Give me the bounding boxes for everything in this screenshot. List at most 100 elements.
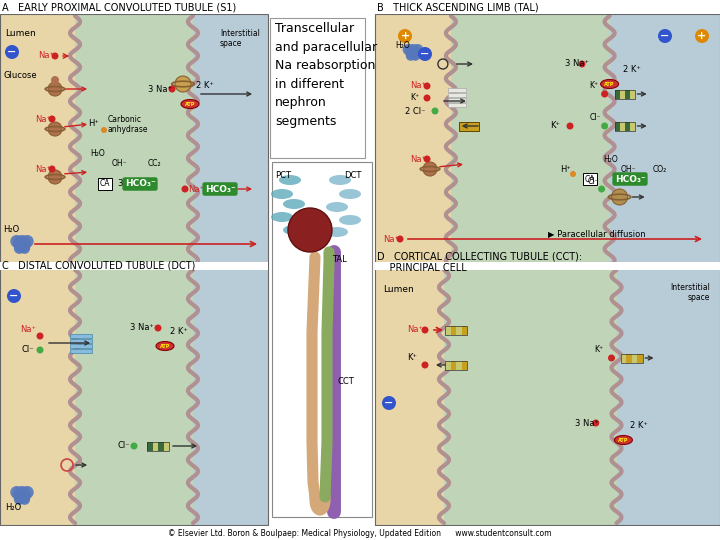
Text: Cl⁻: Cl⁻ [118,442,130,450]
Bar [615,122,634,131]
Text: H⁺: H⁺ [560,165,571,173]
Bar [631,354,637,362]
Text: K⁺: K⁺ [407,354,417,362]
Circle shape [398,29,412,43]
Text: 3 Na⁺: 3 Na⁺ [575,418,599,428]
Circle shape [48,170,62,184]
Circle shape [410,51,420,61]
Bar [375,14,451,268]
Text: H₂O: H₂O [603,154,618,164]
Bar [629,90,634,98]
Text: OH⁻: OH⁻ [112,159,127,168]
Text: H₂O: H₂O [90,150,104,159]
Text: K⁺: K⁺ [410,93,419,103]
Text: ATP: ATP [185,102,195,106]
Bar [375,268,720,525]
Circle shape [570,171,576,177]
Text: Na⁺: Na⁺ [410,82,426,91]
Text: Transcellular
and paracellular
Na reabsorption
in different
nephron
segments: Transcellular and paracellular Na reabso… [275,22,377,127]
Circle shape [611,189,628,205]
Text: HCO₃⁻: HCO₃⁻ [204,185,235,193]
Circle shape [405,44,421,60]
Bar [75,268,193,525]
Circle shape [423,94,431,102]
Bar [621,354,642,362]
Bar [375,14,720,268]
Ellipse shape [326,202,348,212]
Text: Na⁺: Na⁺ [410,154,426,164]
Text: 3: 3 [117,179,122,188]
Bar [375,268,720,525]
Circle shape [10,235,23,248]
Bar [70,339,92,343]
Bar [153,442,158,450]
Ellipse shape [283,225,305,235]
Circle shape [601,91,608,98]
Bar [70,334,92,338]
Bar [620,122,625,131]
Bar [70,349,92,353]
Bar [375,268,444,525]
Text: HCO₃⁻: HCO₃⁻ [615,174,645,184]
Bar [625,90,629,98]
Bar [451,361,456,369]
Text: Na⁺: Na⁺ [407,326,423,334]
Bar [615,90,634,98]
Text: ATP: ATP [160,343,170,348]
Circle shape [19,243,30,254]
Ellipse shape [271,212,293,222]
Text: TAL: TAL [332,255,347,265]
Circle shape [397,235,403,242]
Bar [621,354,626,362]
Bar [620,90,625,98]
Bar [0,14,268,268]
Bar [445,326,467,334]
Text: K⁺: K⁺ [550,122,560,131]
Text: © Elsevier Ltd. Boron & Boulpaep: Medical Physiology, Updated Edition      www.s: © Elsevier Ltd. Boron & Boulpaep: Medica… [168,529,552,537]
Text: PCT: PCT [275,172,291,180]
Circle shape [10,486,23,498]
Text: 3 Na⁺: 3 Na⁺ [148,84,172,93]
Text: HCO₃⁻: HCO₃⁻ [125,179,156,188]
Circle shape [48,116,55,123]
Circle shape [598,186,605,192]
Text: Na⁺: Na⁺ [20,326,36,334]
Bar [163,442,169,450]
Bar [147,442,169,450]
Text: K⁺: K⁺ [595,346,603,354]
Bar [0,14,268,268]
Ellipse shape [339,189,361,199]
Bar [0,262,268,270]
Circle shape [578,60,585,68]
Circle shape [37,333,43,340]
Circle shape [168,85,176,92]
Circle shape [14,243,24,254]
Circle shape [431,107,438,114]
Text: Lumen: Lumen [383,286,414,294]
Circle shape [423,162,437,176]
Text: +: + [698,31,706,41]
Circle shape [19,494,30,505]
Ellipse shape [181,99,199,109]
Text: K⁺: K⁺ [590,82,599,91]
Text: H₂O: H₂O [3,225,19,233]
Circle shape [382,396,396,410]
Circle shape [5,45,19,59]
Text: Carbonic: Carbonic [108,116,142,125]
Bar [459,122,479,131]
Circle shape [421,361,428,368]
Bar [448,93,466,97]
Circle shape [51,76,59,84]
Text: H₂O: H₂O [5,503,22,511]
Text: Cl⁻: Cl⁻ [590,113,601,123]
Text: space: space [220,39,243,49]
Bar [0,268,268,525]
Text: D   CORTICAL COLLECTING TUBULE (CCT):
    PRINCIPAL CELL: D CORTICAL COLLECTING TUBULE (CCT): PRIN… [377,251,582,273]
Text: 2 Cl⁻: 2 Cl⁻ [405,106,426,116]
Text: −: − [660,31,670,41]
Bar [158,442,163,450]
Text: A   EARLY PROXIMAL CONVOLUTED TUBULE (S1): A EARLY PROXIMAL CONVOLUTED TUBULE (S1) [2,2,236,12]
Circle shape [181,186,189,192]
Circle shape [421,327,428,334]
Bar [70,344,92,348]
